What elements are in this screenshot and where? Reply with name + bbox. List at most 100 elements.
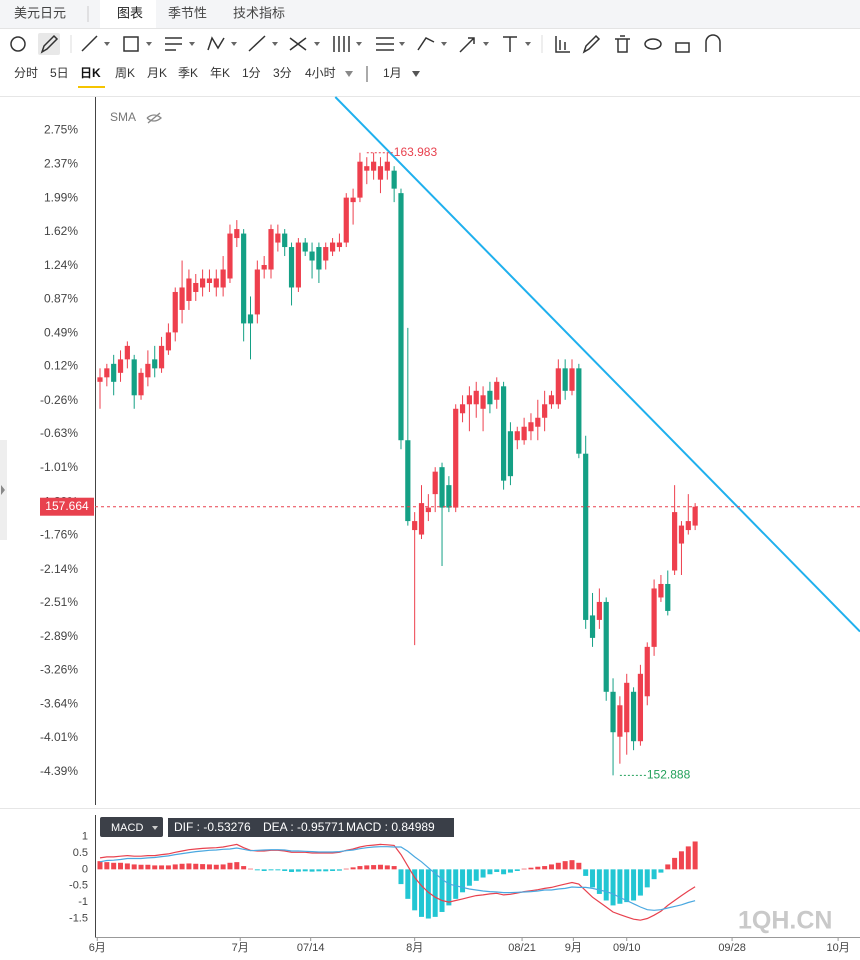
- candle-body: [179, 287, 185, 310]
- macd-line: [99, 843, 696, 921]
- tool-icon[interactable]: [417, 37, 435, 51]
- candle-body: [309, 251, 315, 261]
- tool-icon[interactable]: [705, 34, 721, 52]
- macd-bar: [603, 869, 609, 901]
- tool-icon[interactable]: [207, 36, 225, 51]
- candle-body: [357, 161, 363, 198]
- y-tick-label: 0.87%: [44, 291, 78, 305]
- tool-icon[interactable]: [165, 37, 182, 51]
- macd-bar: [569, 860, 575, 870]
- period-option[interactable]: 4小时: [305, 66, 336, 80]
- tab[interactable]: 美元日元: [14, 5, 66, 20]
- price-label: 157.664: [45, 499, 89, 513]
- macd-bar: [658, 869, 664, 873]
- macd-bar: [548, 864, 554, 870]
- tool-icon[interactable]: [81, 35, 98, 52]
- candle-body: [268, 229, 274, 270]
- period-option[interactable]: 周K: [115, 66, 135, 80]
- watermark: 1QH.CN: [738, 907, 832, 935]
- macd-bar: [145, 864, 151, 870]
- macd-bar: [398, 869, 404, 885]
- y-tick-label: 2.37%: [44, 157, 78, 171]
- macd-bar: [439, 869, 445, 912]
- tool-icon[interactable]: [10, 36, 26, 52]
- candle-body: [521, 426, 527, 441]
- candle-body: [213, 278, 219, 288]
- candle-body: [247, 314, 254, 324]
- tool-icon[interactable]: [248, 35, 266, 52]
- period-option[interactable]: 5日: [50, 66, 69, 80]
- tool-icon[interactable]: [459, 37, 475, 53]
- macd-bar: [261, 869, 267, 871]
- macd-bar: [227, 862, 233, 870]
- tool-icon[interactable]: [289, 37, 307, 51]
- candle-body: [569, 368, 575, 391]
- period-option[interactable]: 3分: [273, 66, 292, 80]
- macd-dropdown[interactable]: [100, 817, 163, 837]
- candle-body: [104, 368, 110, 378]
- candle-body: [555, 368, 561, 405]
- macd-bar: [494, 869, 500, 872]
- tool-icon[interactable]: [503, 36, 517, 52]
- macd-bar: [644, 869, 650, 888]
- macd-bar: [473, 869, 479, 881]
- period-option[interactable]: 月K: [147, 66, 167, 80]
- tool-icon[interactable]: [376, 37, 394, 51]
- macd-y-tick-label: 0.5: [73, 847, 88, 859]
- side-handle-arrow: [1, 485, 5, 495]
- range-option[interactable]: 1月: [383, 66, 402, 80]
- macd-bar: [487, 869, 493, 875]
- tool-icon[interactable]: [582, 34, 601, 54]
- macd-bar: [610, 869, 616, 906]
- candle-body: [172, 291, 178, 333]
- candle-body: [651, 588, 657, 647]
- macd-bar: [446, 869, 452, 906]
- macd-bar: [562, 861, 568, 870]
- candle-body: [466, 395, 472, 405]
- macd-bar: [678, 851, 684, 870]
- candle-body: [507, 431, 514, 477]
- tool-icon[interactable]: [644, 38, 662, 50]
- tool-icon[interactable]: [555, 36, 570, 53]
- range-arrow[interactable]: [412, 71, 420, 77]
- candle-body: [261, 265, 267, 270]
- trend-line: [334, 96, 860, 633]
- macd-legend-value: DEA : -0.95771: [263, 820, 345, 834]
- candle-body: [596, 601, 602, 620]
- x-tick-label: 09/10: [613, 942, 641, 954]
- period-option[interactable]: 年K: [210, 66, 230, 80]
- period-option[interactable]: 日K: [80, 66, 101, 80]
- tool-icon[interactable]: [123, 36, 139, 52]
- y-tick-label: 2.75%: [44, 122, 78, 136]
- candle-body: [350, 197, 356, 203]
- candle-body: [97, 377, 103, 382]
- tab[interactable]: 季节性: [168, 5, 207, 20]
- macd-y-tick-label: -0.5: [69, 880, 88, 892]
- indicator-label: SMA: [110, 110, 136, 124]
- tab[interactable]: 技术指标: [233, 5, 285, 20]
- tool-icon[interactable]: [40, 34, 59, 54]
- macd-bar: [384, 865, 390, 870]
- macd-legend-value: MACD : 0.84989: [346, 820, 435, 834]
- more-periods-arrow[interactable]: [345, 71, 353, 77]
- macd-bar: [391, 866, 397, 870]
- macd-dropdown-label: MACD: [111, 822, 143, 834]
- candle-body: [193, 282, 199, 292]
- macd-bar: [583, 869, 589, 876]
- macd-bar: [336, 869, 342, 871]
- macd-y-tick-label: -1: [78, 896, 88, 908]
- macd-bar: [124, 863, 130, 870]
- period-option[interactable]: 分时: [14, 66, 38, 80]
- tool-icon[interactable]: [615, 35, 630, 53]
- candle-body: [364, 166, 370, 171]
- visibility-icon[interactable]: [146, 112, 162, 124]
- tab[interactable]: 图表: [117, 5, 143, 20]
- candle-body: [412, 521, 418, 531]
- period-option[interactable]: 季K: [178, 66, 198, 80]
- extreme-label: 163.983: [394, 145, 438, 159]
- tool-icon[interactable]: [675, 42, 690, 53]
- period-option[interactable]: 1分: [242, 66, 261, 80]
- macd-bar: [425, 869, 431, 919]
- macd-bar: [316, 869, 322, 872]
- tool-icon[interactable]: [333, 36, 350, 52]
